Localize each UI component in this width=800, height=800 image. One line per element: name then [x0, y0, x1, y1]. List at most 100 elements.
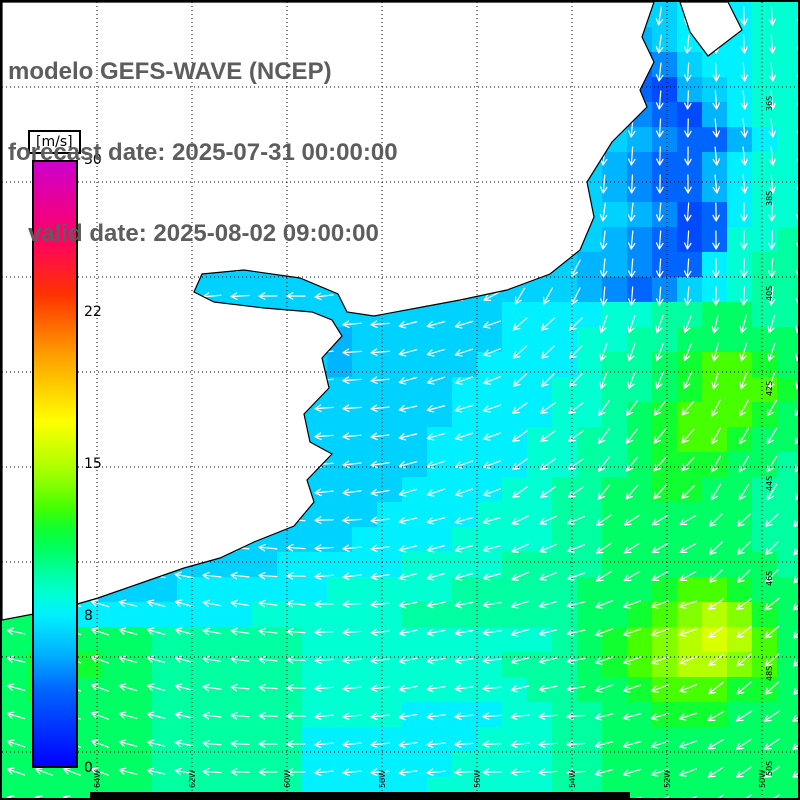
wind-arrow [398, 376, 418, 385]
wind-speed-cell [452, 702, 478, 728]
wind-speed-cell [702, 202, 728, 228]
wind-speed-cell [777, 752, 798, 778]
wind-arrow [651, 570, 669, 582]
wind-speed-cell [602, 427, 628, 453]
wind-arrow [174, 599, 194, 608]
wind-arrow [681, 400, 695, 416]
wind-speed-cell [2, 727, 28, 753]
wind-speed-cell [477, 552, 503, 578]
wind-arrow [426, 600, 446, 609]
wind-speed-cell [152, 577, 178, 603]
wind-speed-cell [677, 152, 703, 178]
wind-speed-cell [727, 677, 753, 703]
wind-arrow [454, 404, 474, 413]
wind-arrow [426, 517, 446, 525]
wind-arrow [707, 598, 725, 610]
wind-arrow [768, 230, 776, 250]
wind-speed-cell [427, 552, 453, 578]
wind-speed-cell [402, 402, 428, 428]
wind-arrow [739, 342, 748, 362]
model-title: modelo GEFS-WAVE (NCEP) [8, 58, 332, 85]
wind-arrow [539, 543, 557, 553]
wind-speed-cell [527, 427, 553, 453]
wind-arrow [767, 258, 776, 278]
wind-speed-cell [452, 352, 478, 378]
wind-arrow [398, 573, 418, 581]
wind-arrow [711, 427, 721, 445]
wind-speed-cell [627, 377, 653, 403]
wind-arrow [794, 399, 798, 417]
wind-speed-cell [402, 427, 428, 453]
wind-arrow [510, 628, 530, 637]
wind-speed-cell [752, 52, 778, 78]
wind-speed-cell [552, 752, 578, 778]
wind-arrow [736, 541, 752, 555]
wind-speed-cell [377, 627, 403, 653]
wind-speed-cell [602, 502, 628, 528]
wind-arrow [146, 627, 166, 636]
wind-speed-cell [627, 277, 653, 303]
colorbar-tick-label: 22 [84, 304, 102, 320]
wind-arrow [655, 6, 664, 26]
wind-arrow [230, 627, 250, 636]
wind-arrow [342, 460, 362, 469]
wind-arrow [683, 258, 692, 278]
wind-arrow [712, 90, 721, 110]
wind-arrow [655, 314, 664, 334]
wind-arrow [370, 320, 390, 329]
wind-speed-cell [727, 627, 753, 653]
wind-speed-cell [152, 727, 178, 753]
wind-speed-cell [677, 452, 703, 478]
wind-arrow [538, 600, 558, 609]
wind-speed-cell [402, 377, 428, 403]
wind-speed-cell [402, 602, 428, 628]
wind-arrow [739, 314, 747, 334]
wind-speed-cell [477, 702, 503, 728]
wind-arrow [708, 513, 724, 527]
wind-arrow [653, 400, 667, 416]
wind-arrow [764, 597, 780, 611]
wind-arrow [712, 230, 720, 250]
wind-arrow [598, 399, 610, 417]
wind-speed-cell [227, 602, 253, 628]
wind-arrow [765, 540, 779, 556]
wind-speed-cell [627, 752, 653, 778]
wind-speed-cell [277, 602, 303, 628]
wind-arrow [314, 404, 334, 413]
wind-arrow [736, 598, 752, 610]
wind-arrow [398, 321, 418, 329]
wind-arrow [655, 258, 664, 278]
wind-arrow [627, 230, 636, 250]
wind-speed-cell [777, 152, 798, 178]
wind-arrow [796, 174, 798, 194]
wind-speed-cell [552, 452, 578, 478]
wind-arrow [656, 174, 664, 194]
wind-arrow [426, 544, 446, 553]
wind-arrow [712, 146, 721, 166]
wind-arrow [512, 373, 528, 387]
wind-speed-cell [352, 352, 378, 378]
wind-speed-cell [752, 152, 778, 178]
wind-speed-cell [352, 477, 378, 503]
wind-arrow [740, 118, 749, 138]
wind-speed-cell [652, 327, 678, 353]
wind-speed-cell [677, 527, 703, 553]
wind-arrow [684, 174, 692, 194]
wind-speed-cell [752, 527, 778, 553]
wind-arrow [596, 514, 612, 526]
wind-arrow [708, 626, 724, 638]
wind-speed-cell [602, 527, 628, 553]
wind-speed-cell [627, 402, 653, 428]
wind-speed-cell [402, 327, 428, 353]
wind-arrow [483, 291, 501, 301]
wind-speed-cell [577, 327, 603, 353]
wind-arrow [230, 571, 250, 580]
wind-arrow [595, 542, 613, 554]
wind-arrow [650, 600, 670, 609]
wind-arrow [566, 600, 586, 609]
wind-speed-cell [452, 402, 478, 428]
wind-speed-cell [652, 452, 678, 478]
wind-speed-cell [152, 677, 178, 703]
wind-arrow [768, 6, 777, 26]
wind-speed-cell [477, 727, 503, 753]
